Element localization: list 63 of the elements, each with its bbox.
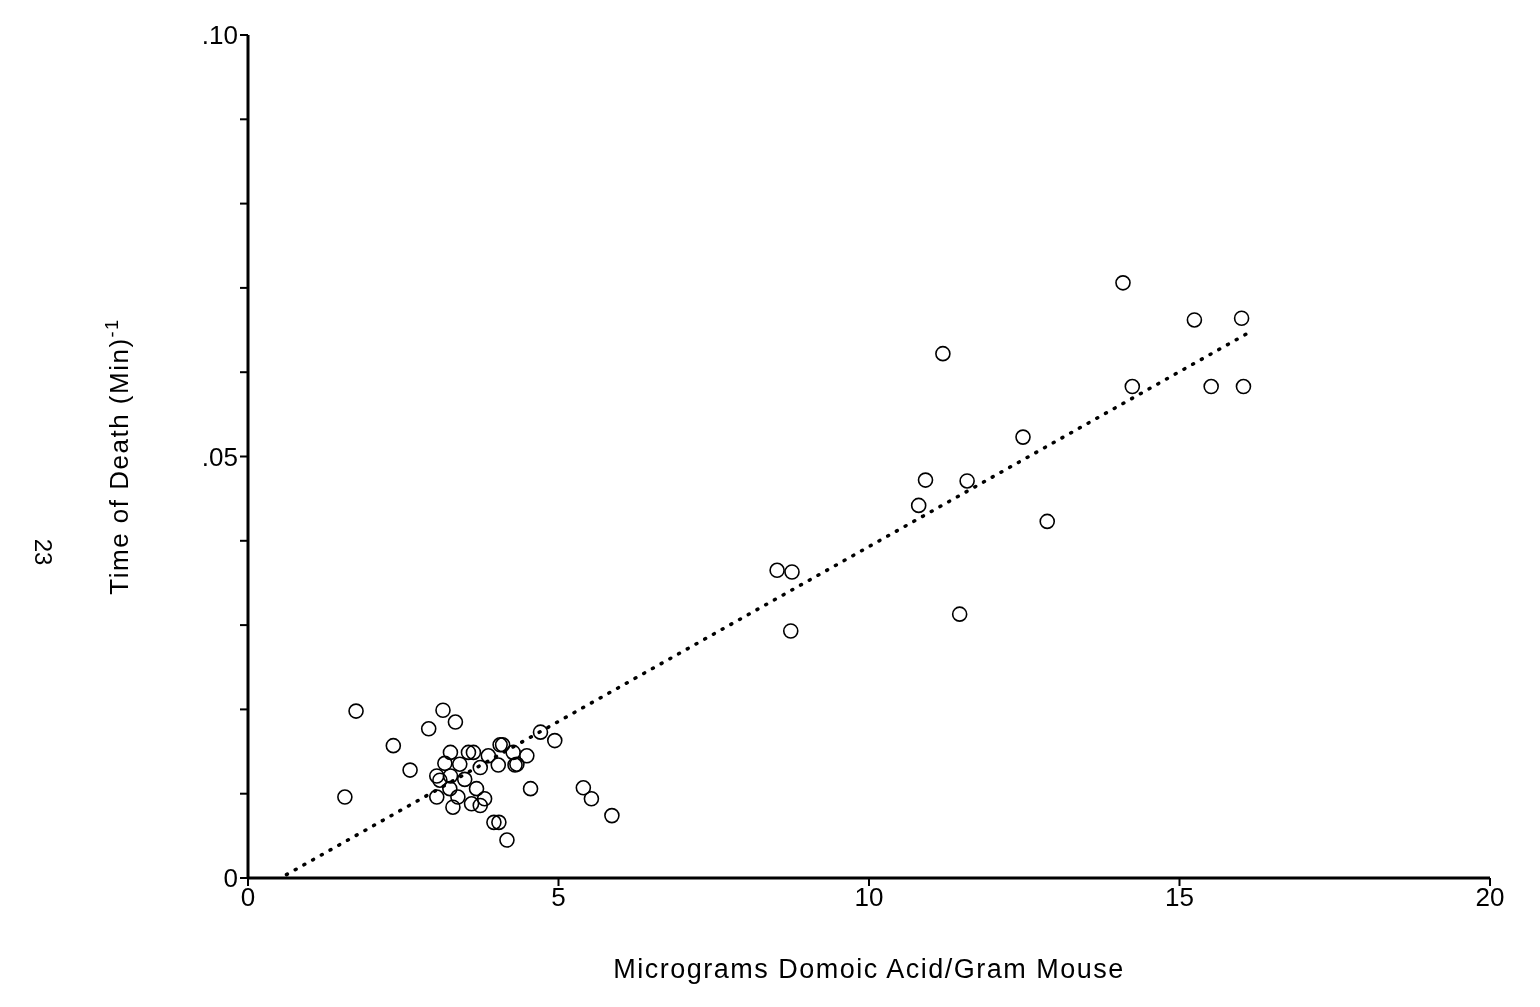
point bbox=[583, 790, 600, 807]
point bbox=[348, 703, 364, 719]
x-tick-label: 10 bbox=[854, 882, 884, 913]
point bbox=[445, 799, 461, 815]
point bbox=[505, 744, 521, 761]
point bbox=[420, 720, 437, 737]
y-tick-label: .10 bbox=[201, 20, 238, 51]
point bbox=[1115, 275, 1131, 291]
text: 23 bbox=[29, 538, 58, 566]
point bbox=[604, 807, 620, 824]
point bbox=[451, 756, 468, 772]
point bbox=[959, 473, 975, 489]
point bbox=[337, 789, 353, 805]
point bbox=[480, 747, 497, 764]
point bbox=[428, 768, 445, 784]
point bbox=[437, 755, 453, 772]
point bbox=[935, 345, 951, 362]
x-tick-label: 15 bbox=[1165, 882, 1194, 913]
y-tick-label: .05 bbox=[201, 441, 238, 472]
x-tick-label: 5 bbox=[551, 882, 566, 913]
x-tick-label: 20 bbox=[1475, 882, 1505, 913]
point bbox=[1186, 312, 1203, 328]
point bbox=[782, 623, 799, 639]
point bbox=[486, 814, 502, 831]
point bbox=[472, 759, 489, 776]
point bbox=[1203, 378, 1219, 395]
point bbox=[546, 732, 563, 749]
point bbox=[769, 562, 785, 579]
point bbox=[910, 497, 927, 514]
point bbox=[519, 747, 535, 764]
point bbox=[402, 762, 418, 778]
point bbox=[1015, 429, 1031, 445]
point bbox=[1233, 310, 1250, 327]
point bbox=[468, 780, 485, 797]
point bbox=[385, 737, 402, 754]
point bbox=[522, 780, 539, 797]
point bbox=[1235, 378, 1252, 395]
point bbox=[917, 472, 934, 488]
point bbox=[442, 768, 459, 784]
point bbox=[447, 714, 464, 730]
point bbox=[435, 702, 451, 719]
point bbox=[1039, 513, 1056, 530]
point bbox=[456, 771, 473, 788]
point bbox=[465, 744, 482, 761]
y-tick-label: 0 bbox=[223, 863, 238, 894]
point bbox=[428, 789, 445, 805]
point bbox=[532, 724, 549, 740]
point bbox=[442, 744, 459, 761]
point bbox=[432, 772, 448, 789]
point bbox=[499, 832, 515, 848]
point bbox=[472, 797, 489, 814]
point bbox=[460, 744, 477, 761]
point bbox=[951, 606, 968, 622]
point bbox=[463, 796, 480, 812]
point bbox=[490, 757, 507, 773]
point bbox=[450, 789, 466, 805]
point bbox=[476, 790, 493, 807]
point bbox=[784, 564, 800, 580]
x-axis-title: Micrograms Domoic Acid/Gram Mouse bbox=[613, 954, 1125, 984]
point bbox=[491, 814, 507, 831]
point bbox=[1124, 378, 1141, 395]
point bbox=[575, 780, 592, 796]
point bbox=[442, 780, 458, 797]
